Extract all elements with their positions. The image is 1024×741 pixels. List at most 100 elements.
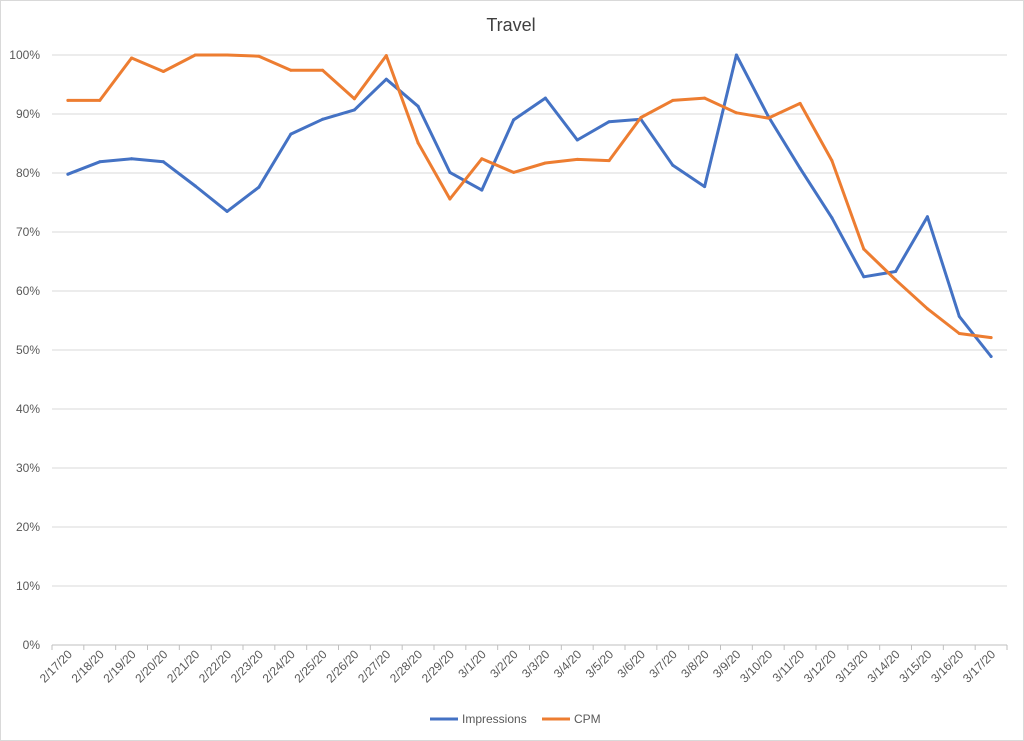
data-point-cpm bbox=[225, 53, 229, 57]
x-tick-label: 2/25/20 bbox=[291, 647, 329, 685]
data-point-impressions bbox=[130, 157, 134, 161]
legend: Impressions CPM bbox=[430, 712, 601, 726]
x-tick-label: 2/27/20 bbox=[355, 647, 393, 685]
data-point-cpm bbox=[480, 157, 484, 161]
data-point-impressions bbox=[448, 170, 452, 174]
legend-label: CPM bbox=[574, 712, 601, 726]
data-point-cpm bbox=[130, 56, 134, 60]
data-point-cpm bbox=[989, 336, 993, 340]
data-point-cpm bbox=[321, 68, 325, 72]
data-point-impressions bbox=[989, 355, 993, 358]
data-point-impressions bbox=[894, 270, 898, 273]
data-point-cpm bbox=[671, 98, 675, 102]
x-tick-label: 3/2/20 bbox=[487, 647, 521, 681]
y-axis-ticks: 0% 10% 20% 30% 40% 50% 60% 70% 80% 90% 100% bbox=[9, 48, 40, 652]
data-point-impressions bbox=[480, 188, 484, 192]
data-point-impressions bbox=[289, 132, 293, 136]
x-tick-label: 3/5/20 bbox=[583, 647, 617, 681]
data-point-cpm bbox=[734, 111, 738, 115]
data-point-cpm bbox=[798, 101, 802, 105]
y-tick-label: 20% bbox=[16, 520, 40, 534]
data-point-cpm bbox=[957, 332, 961, 335]
x-tick-label: 3/12/20 bbox=[801, 647, 839, 685]
x-tick-label: 2/19/20 bbox=[100, 647, 138, 685]
data-point-cpm bbox=[66, 98, 70, 102]
data-point-cpm bbox=[512, 170, 516, 174]
x-tick-label: 2/23/20 bbox=[228, 647, 266, 685]
x-tick-label: 2/26/20 bbox=[323, 647, 361, 685]
x-axis-ticks: 2/17/202/18/202/19/202/20/202/21/202/22/… bbox=[37, 647, 999, 685]
data-point-cpm bbox=[543, 161, 547, 165]
x-tick-label: 2/18/20 bbox=[69, 647, 107, 685]
legend-item-impressions: Impressions bbox=[430, 712, 527, 726]
y-tick-label: 80% bbox=[16, 166, 40, 180]
data-point-impressions bbox=[703, 185, 707, 189]
x-tick-label: 2/29/20 bbox=[419, 647, 457, 685]
data-point-cpm bbox=[384, 54, 388, 58]
data-point-impressions bbox=[671, 163, 675, 167]
data-point-impressions bbox=[798, 166, 802, 170]
data-point-impressions bbox=[734, 53, 738, 57]
data-point-impressions bbox=[957, 314, 961, 318]
x-tick-label: 2/17/20 bbox=[37, 647, 75, 685]
data-point-cpm bbox=[575, 157, 579, 161]
legend-label: Impressions bbox=[462, 712, 527, 726]
legend-item-cpm: CPM bbox=[542, 712, 601, 726]
data-point-cpm bbox=[639, 116, 643, 119]
x-tick-label: 3/11/20 bbox=[770, 647, 808, 685]
chart-title: Travel bbox=[486, 15, 535, 35]
data-point-impressions bbox=[543, 96, 547, 100]
x-tick-label: 3/15/20 bbox=[896, 647, 934, 685]
data-point-cpm bbox=[193, 53, 197, 57]
series-line-cpm bbox=[66, 53, 993, 340]
data-point-cpm bbox=[352, 97, 356, 101]
x-tick-label: 2/24/20 bbox=[260, 647, 298, 685]
series-line-impressions bbox=[66, 53, 993, 358]
x-tick-label: 3/14/20 bbox=[864, 647, 902, 685]
x-tick-label: 2/20/20 bbox=[132, 647, 170, 685]
data-point-impressions bbox=[225, 209, 229, 213]
data-point-cpm bbox=[766, 116, 770, 120]
series-lines bbox=[66, 53, 993, 358]
data-point-impressions bbox=[512, 118, 516, 122]
data-point-impressions bbox=[257, 185, 261, 189]
x-tick-label: 3/3/20 bbox=[519, 647, 553, 681]
y-tick-label: 100% bbox=[9, 48, 40, 62]
data-point-impressions bbox=[352, 108, 356, 112]
data-point-cpm bbox=[98, 98, 102, 102]
data-point-impressions bbox=[416, 104, 420, 108]
y-tick-label: 70% bbox=[16, 225, 40, 239]
data-point-impressions bbox=[193, 184, 197, 188]
y-tick-label: 10% bbox=[16, 579, 40, 593]
x-tick-label: 3/17/20 bbox=[960, 647, 998, 685]
data-point-cpm bbox=[925, 307, 929, 311]
y-tick-label: 0% bbox=[23, 638, 41, 652]
y-tick-label: 90% bbox=[16, 107, 40, 121]
x-tick-label: 3/8/20 bbox=[678, 647, 712, 681]
data-point-impressions bbox=[98, 160, 102, 164]
data-point-cpm bbox=[416, 141, 420, 145]
data-point-cpm bbox=[703, 96, 707, 100]
x-tick-label: 3/6/20 bbox=[615, 647, 649, 681]
x-tick-label: 2/21/20 bbox=[164, 647, 202, 685]
data-point-impressions bbox=[575, 138, 579, 142]
gridlines bbox=[51, 54, 1008, 650]
data-point-cpm bbox=[161, 70, 165, 73]
data-point-cpm bbox=[448, 197, 452, 201]
data-point-cpm bbox=[607, 159, 611, 163]
y-tick-label: 30% bbox=[16, 461, 40, 475]
data-point-impressions bbox=[607, 120, 611, 124]
y-tick-label: 60% bbox=[16, 284, 40, 298]
data-point-impressions bbox=[830, 216, 834, 220]
x-tick-label: 2/22/20 bbox=[196, 647, 234, 685]
data-point-cpm bbox=[830, 159, 834, 163]
data-point-impressions bbox=[161, 160, 165, 164]
x-tick-label: 2/28/20 bbox=[387, 647, 425, 685]
data-point-impressions bbox=[925, 215, 929, 219]
x-tick-label: 3/4/20 bbox=[551, 647, 585, 681]
y-tick-label: 40% bbox=[16, 402, 40, 416]
x-tick-label: 3/1/20 bbox=[455, 647, 489, 681]
x-tick-label: 3/16/20 bbox=[928, 647, 966, 685]
data-point-cpm bbox=[862, 247, 866, 251]
